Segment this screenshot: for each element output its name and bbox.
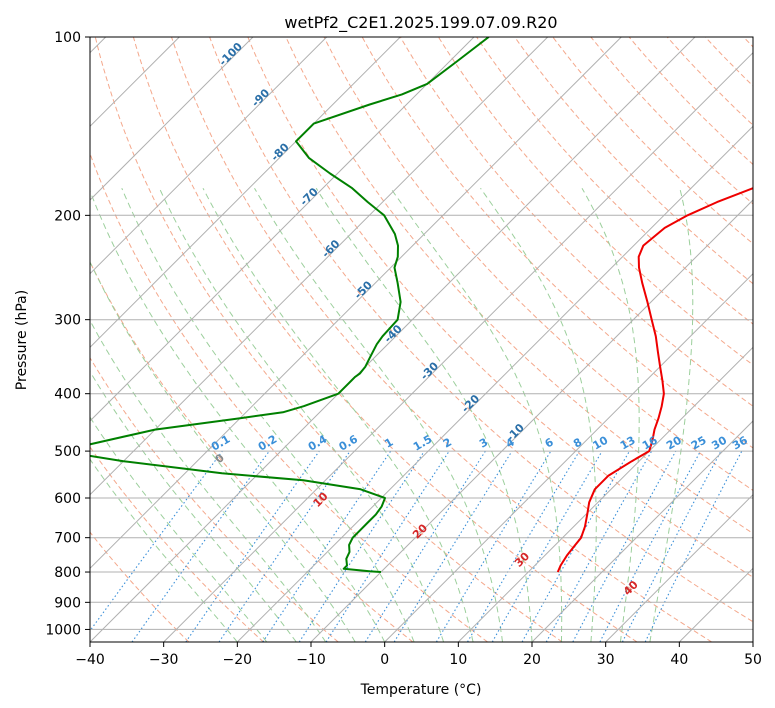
mixing-ratio-line	[131, 450, 270, 642]
isotherm-line	[90, 37, 696, 642]
isotherm-line	[310, 199, 753, 642]
x-tick-label: 30	[597, 652, 615, 668]
moist-adiabat-line	[581, 187, 640, 642]
mixing-ratio-line	[467, 450, 580, 642]
dry-adiabat-line	[90, 260, 414, 642]
isotherm-line	[90, 37, 254, 201]
mixing-ratio-line	[325, 450, 450, 642]
y-tick-label: 200	[54, 208, 81, 224]
moist-adiabat-line	[90, 189, 386, 642]
moist-adiabat-line	[390, 187, 563, 642]
moist-adiabat-line	[90, 458, 238, 642]
dry-adiabat-line	[552, 37, 753, 245]
dry-adiabat-line	[209, 37, 753, 623]
y-tick-label: 100	[54, 30, 81, 46]
x-axis-label: Temperature (°C)	[360, 682, 482, 698]
isotherm-line	[531, 420, 753, 642]
moist-adiabat-line	[202, 187, 474, 642]
dry-adiabat-line	[476, 37, 753, 325]
moist-adiabat-line	[649, 188, 694, 642]
y-tick-label: 300	[54, 313, 81, 329]
x-tick-label: −20	[223, 652, 253, 668]
dry-adiabat-line	[437, 37, 753, 366]
plot-area	[90, 37, 753, 642]
y-tick-label: 500	[54, 444, 81, 460]
series-layer	[90, 37, 753, 573]
mixing-ratio-line	[185, 450, 320, 642]
isotherm-line	[163, 51, 753, 642]
isotherm-line	[90, 37, 328, 275]
dewpoint-profile-line	[90, 37, 490, 573]
plot-frame	[89, 36, 754, 643]
moist-adiabat-line	[90, 260, 356, 642]
x-tick-label: 0	[380, 652, 389, 668]
grid-layer	[90, 37, 753, 642]
x-tick-label: −40	[75, 652, 105, 668]
mixing-ratio-line	[393, 450, 513, 642]
x-tick-label: 10	[449, 652, 467, 668]
moist-adiabat-line	[90, 319, 327, 642]
y-tick-label: 1000	[45, 622, 81, 638]
isotherm-line	[384, 272, 753, 642]
y-tick-label: 400	[54, 387, 81, 403]
dry-adiabat-line	[90, 531, 190, 642]
mixing-ratio-line	[572, 450, 677, 642]
y-axis-label: Pressure (hPa)	[14, 290, 30, 390]
temperature-profile-line	[556, 187, 753, 573]
mixing-ratio-line	[491, 450, 603, 642]
mixing-ratio-line	[364, 450, 486, 642]
moist-adiabat-line	[315, 187, 533, 642]
dry-adiabat-line	[94, 37, 563, 642]
dry-adiabat-line	[90, 356, 339, 642]
y-tick-label: 800	[54, 565, 81, 581]
isotherm-line	[90, 37, 475, 422]
chart-title: wetPf2_C2E1.2025.199.07.09.R20	[284, 13, 557, 33]
mixing-ratio-line	[218, 450, 351, 642]
dry-adiabat-line	[323, 37, 753, 491]
mixing-ratio-line	[435, 450, 552, 642]
dry-adiabat-line	[285, 37, 753, 535]
moist-adiabat-line	[121, 188, 415, 642]
dry-adiabat-line	[132, 37, 638, 642]
axis-layer: −40 −30 −20 −10 0 10 20 30 40 50 1000 900 800 700 600 5…	[45, 30, 762, 668]
dry-adiabat-line	[590, 37, 753, 205]
isotherm-line	[90, 37, 549, 496]
y-tick-label: 700	[54, 531, 81, 547]
y-tick-label: 900	[54, 595, 81, 611]
moist-adiabat-line	[254, 187, 503, 642]
x-tick-label: 50	[744, 652, 762, 668]
dry-adiabat-line	[171, 37, 712, 642]
isotherm-line	[90, 37, 622, 570]
isotherm-line	[605, 493, 753, 642]
mixing-ratio-line	[90, 450, 223, 632]
x-tick-label: 20	[523, 652, 541, 668]
isotherm-line	[457, 346, 753, 642]
x-tick-label: 40	[670, 652, 688, 668]
x-tick-label: −30	[149, 652, 179, 668]
dry-adiabat-line	[399, 37, 753, 407]
moist-adiabat-line	[480, 187, 597, 642]
isotherm-line	[236, 125, 753, 642]
x-tick-label: −10	[296, 652, 326, 668]
y-tick-label: 600	[54, 491, 81, 507]
